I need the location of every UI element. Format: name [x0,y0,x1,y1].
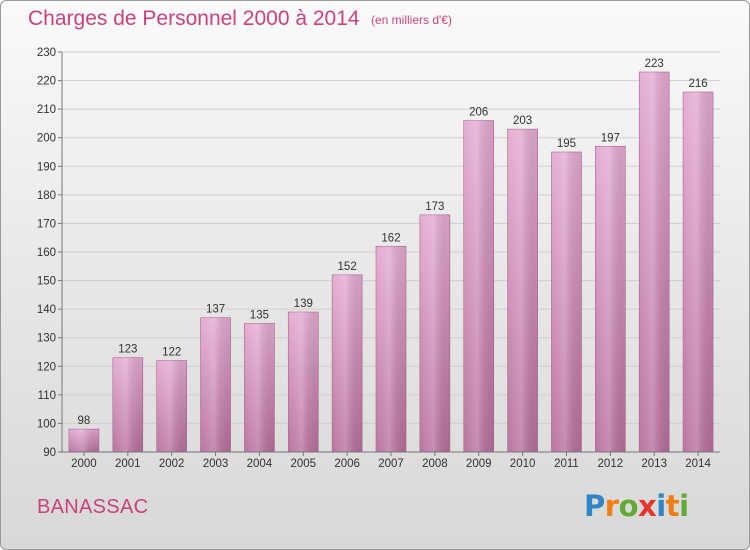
x-tick-label: 2004 [247,458,273,470]
bar-value-label: 98 [78,415,91,427]
bar-value-label: 162 [381,232,400,244]
x-tick-label: 2009 [466,458,492,470]
y-tick-label: 150 [37,276,56,288]
y-tick-label: 100 [37,418,56,430]
bar-shine [639,72,670,452]
bar-shine [595,146,626,453]
logo-letter: o [618,489,639,523]
chart-subtitle: (en milliers d'€) [371,13,452,27]
y-tick-label: 190 [37,161,56,173]
y-tick-label: 90 [43,447,56,459]
x-tick-label: 2007 [378,458,404,470]
labels: 90 100 110 120 130 140 150 160 170 180 190 200 210 22… [37,47,712,470]
logo-letter: i [679,489,689,523]
y-tick-label: 230 [37,47,56,59]
bar-value-label: 135 [250,309,269,321]
bar-shine [683,92,714,452]
proxiti-logo: Proxiti [584,489,689,523]
bar-value-label: 197 [601,132,620,144]
bar-value-label: 206 [469,107,488,119]
x-tick-label: 2012 [598,458,624,470]
y-tick-label: 210 [37,104,56,116]
bar-shine [68,429,99,452]
bar-shine [507,129,538,452]
bar-shine [112,357,143,452]
logo-letter: x [638,489,657,523]
bar-value-label: 203 [513,115,532,127]
bar-shine [244,323,275,452]
bar-shine [551,152,582,452]
logo-letter: r [604,489,619,523]
bar-value-label: 122 [162,347,181,359]
bar-value-label: 223 [645,58,664,70]
bar-shine [156,360,187,452]
bar-shine [419,214,450,452]
bar-shine [332,274,363,452]
commune-name: BANASSAC [37,496,149,518]
y-tick-label: 120 [37,361,56,373]
axes [58,51,720,456]
logo-letter: P [584,489,605,523]
bar-value-label: 139 [294,298,313,310]
x-tick-label: 2013 [641,458,667,470]
x-tick-label: 2006 [334,458,360,470]
bar-value-label: 123 [118,344,137,356]
bar-value-label: 195 [557,138,576,150]
y-tick-label: 130 [37,333,56,345]
bar-value-label: 152 [338,261,357,273]
bar-value-label: 216 [688,78,707,90]
y-tick-label: 180 [37,190,56,202]
bar-shine [288,312,319,452]
y-tick-label: 110 [38,390,56,402]
bar-value-label: 137 [206,304,225,316]
bar-shine [376,246,406,452]
x-tick-label: 2010 [510,458,536,470]
y-tick-label: 220 [37,76,56,88]
x-tick-label: 2008 [422,458,448,470]
bar-value-label: 173 [425,201,444,213]
bars [68,71,714,453]
y-tick-label: 160 [37,247,56,259]
chart-title: Charges de Personnel 2000 à 2014 [28,7,360,30]
x-tick-label: 2003 [203,458,229,470]
y-tick-label: 200 [37,133,56,145]
bar-shine [200,317,231,452]
logo-letter: t [665,489,680,523]
y-tick-label: 140 [37,304,56,316]
x-tick-label: 2000 [71,458,97,470]
x-tick-label: 2011 [554,458,579,470]
x-tick-label: 2002 [159,458,185,470]
x-tick-label: 2014 [685,458,711,470]
x-tick-label: 2005 [290,458,316,470]
x-tick-label: 2001 [115,458,141,470]
logo-letter: i [656,489,666,523]
y-tick-label: 170 [37,218,56,230]
bar-shine [463,120,494,453]
